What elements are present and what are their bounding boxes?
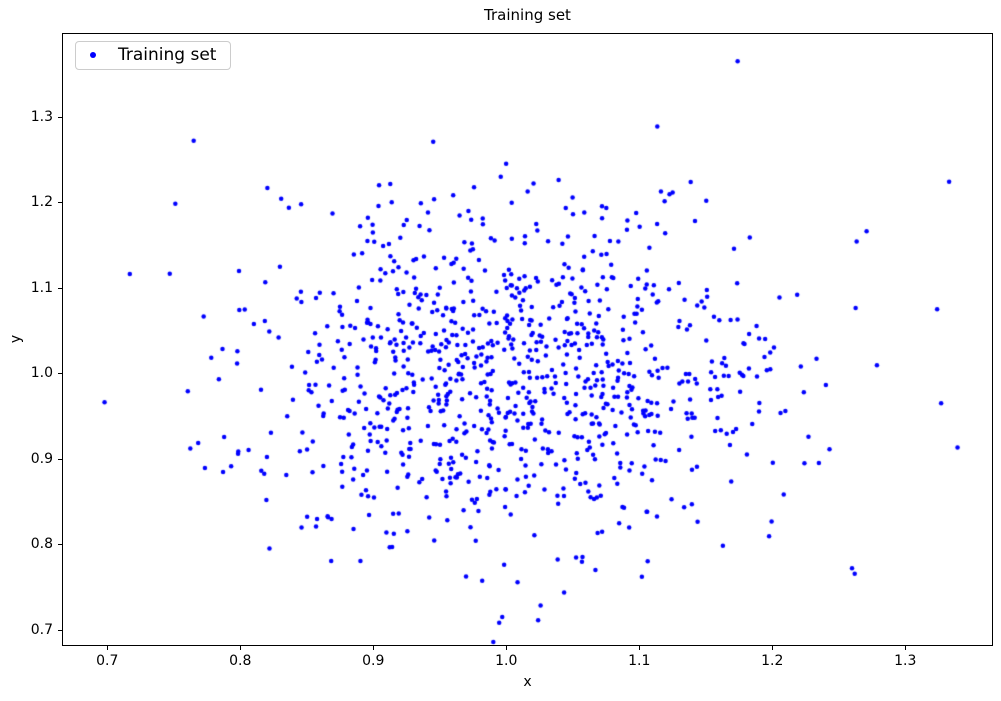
x-tick-label: 1.2 (761, 653, 784, 669)
x-tick-label: 1.3 (894, 653, 917, 669)
x-tick-mark (240, 646, 242, 650)
y-tick-mark (58, 544, 62, 546)
x-tick-mark (639, 646, 641, 650)
y-tick-mark (58, 373, 62, 375)
x-tick-mark (506, 646, 508, 650)
y-tick-label: 0.7 (30, 621, 53, 638)
x-tick-label: 0.7 (96, 653, 119, 669)
legend-marker-dot-icon (90, 52, 96, 58)
y-tick-mark (58, 287, 62, 289)
y-axis-label: y (8, 334, 24, 344)
x-tick-label: 0.9 (362, 653, 385, 669)
y-tick-label: 1.3 (30, 108, 53, 125)
y-tick-mark (58, 458, 62, 460)
x-tick-label: 0.8 (229, 653, 252, 669)
x-tick-mark (373, 646, 375, 650)
x-axis-label: x (523, 674, 532, 690)
x-tick-mark (905, 646, 907, 650)
y-tick-mark (58, 116, 62, 118)
y-tick-label: 0.9 (30, 450, 53, 467)
y-tick-mark (58, 202, 62, 204)
x-tick-mark (107, 646, 109, 650)
scatter-points-canvas (63, 34, 992, 645)
y-tick-label: 1.0 (30, 365, 53, 382)
plot-area: Training set (62, 33, 993, 646)
x-tick-mark (772, 646, 774, 650)
y-tick-mark (58, 629, 62, 631)
x-tick-label: 1.0 (495, 653, 518, 669)
y-tick-label: 0.8 (30, 536, 53, 553)
y-tick-label: 1.2 (30, 194, 53, 211)
y-tick-label: 1.1 (30, 279, 53, 296)
legend-label: Training set (118, 45, 217, 65)
plot-title: Training set (484, 6, 571, 24)
legend: Training set (75, 41, 232, 70)
x-tick-label: 1.1 (628, 653, 651, 669)
